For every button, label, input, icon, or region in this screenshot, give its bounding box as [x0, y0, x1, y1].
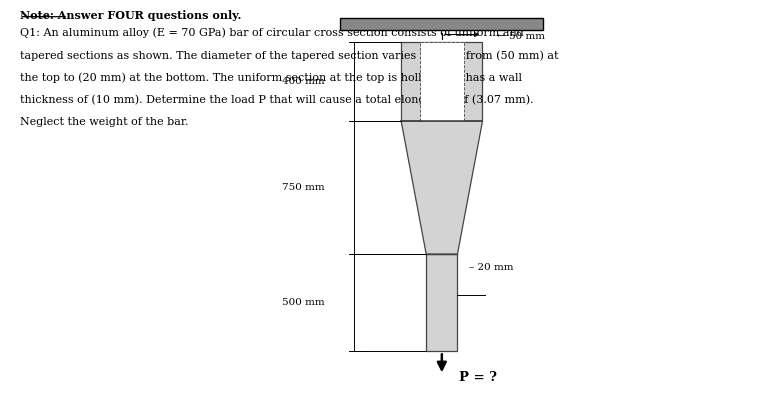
- Bar: [420, 42, 464, 121]
- Text: tapered sections as shown. The diameter of the tapered section varies linearly f: tapered sections as shown. The diameter …: [20, 50, 558, 61]
- Text: Q1: An aluminum alloy (E = 70 GPa) bar of circular cross section consists of uni: Q1: An aluminum alloy (E = 70 GPa) bar o…: [20, 28, 523, 39]
- Bar: [426, 254, 457, 351]
- Bar: [401, 42, 482, 121]
- Text: ← 50 mm: ← 50 mm: [497, 32, 544, 41]
- Bar: [340, 18, 543, 30]
- Text: 500 mm: 500 mm: [282, 298, 325, 307]
- Text: P = ?: P = ?: [459, 372, 497, 384]
- Text: Neglect the weight of the bar.: Neglect the weight of the bar.: [20, 117, 188, 127]
- Polygon shape: [401, 121, 482, 254]
- Text: thickness of (10 mm). Determine the load P that will cause a total elongation of: thickness of (10 mm). Determine the load…: [20, 94, 533, 105]
- Text: 750 mm: 750 mm: [282, 183, 325, 192]
- Text: Note: Answer FOUR questions only.: Note: Answer FOUR questions only.: [20, 10, 241, 21]
- Text: 400 mm: 400 mm: [282, 77, 325, 86]
- Text: the top to (20 mm) at the bottom. The uniform section at the top is hollow and h: the top to (20 mm) at the bottom. The un…: [20, 72, 522, 83]
- Text: – 20 mm: – 20 mm: [469, 264, 514, 272]
